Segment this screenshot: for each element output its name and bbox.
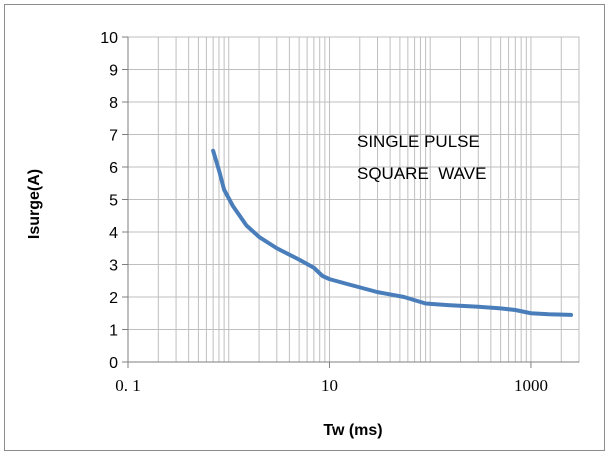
- y-tick-label: 8: [109, 95, 118, 112]
- annotation-line-1: SINGLE PULSE: [357, 132, 480, 151]
- y-axis-title: Isurge(A): [26, 169, 43, 239]
- y-tick-label: 7: [109, 128, 118, 145]
- x-tick-label: 1000: [514, 376, 548, 395]
- x-tick-label: 0. 1: [115, 376, 141, 395]
- y-tick-label: 3: [109, 258, 118, 275]
- chart-frame: 0 1 2 3 4 5 6 7 8 9 10 0. 1 10 1000 SINGLE PULSE SQU…: [4, 4, 605, 451]
- y-tick-label: 4: [109, 225, 118, 242]
- y-tick-label: 2: [109, 290, 118, 307]
- annotation-line-2: SQUARE WAVE: [357, 164, 486, 183]
- grid: [127, 36, 580, 363]
- series: [211, 148, 574, 317]
- y-tick-label: 6: [109, 160, 118, 177]
- y-tick-label: 5: [109, 193, 118, 210]
- x-tick-label: 10: [321, 376, 338, 395]
- x-axis-title: Tw (ms): [323, 422, 382, 439]
- axes: [122, 36, 579, 368]
- y-tick-label: 0: [109, 355, 118, 372]
- series-line: [211, 148, 574, 317]
- chart-svg: 0 1 2 3 4 5 6 7 8 9 10 0. 1 10 1000 SINGLE PULSE SQU…: [26, 30, 580, 439]
- y-tick-label: 10: [100, 30, 118, 47]
- y-tick-labels: 0 1 2 3 4 5 6 7 8 9 10: [100, 30, 118, 372]
- x-tick-labels: 0. 1 10 1000: [115, 376, 548, 395]
- y-tick-label: 1: [109, 323, 118, 340]
- y-tick-label: 9: [109, 63, 118, 80]
